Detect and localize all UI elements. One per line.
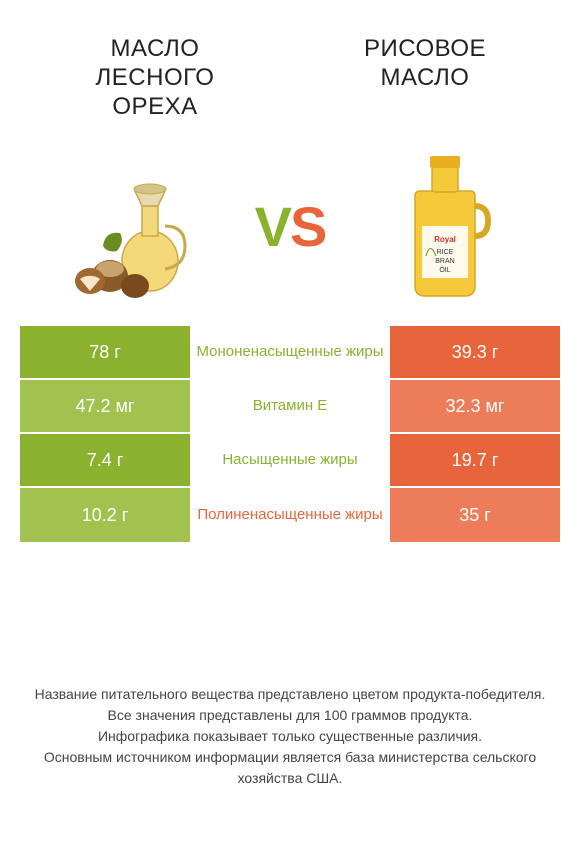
vs-label: VS [255,194,326,259]
svg-text:Royal: Royal [434,235,456,244]
vs-v: V [255,195,290,258]
footer-line: Основным источником информации является … [30,747,550,789]
cell-nutrient-label: Мононенасыщенные жиры [190,326,390,378]
cell-right-value: 32.3 мг [390,380,560,432]
table-row: 78 гМононенасыщенные жиры39.3 г [20,326,560,380]
product-image-right: Royal RICE BRAN OIL [360,146,520,306]
footer-line: Название питательного вещества представл… [30,684,550,705]
cell-left-value: 47.2 мг [20,380,190,432]
images-row: VS Royal RICE BRAN OIL [0,136,580,326]
cell-left-value: 10.2 г [20,488,190,542]
table-row: 7.4 гНасыщенные жиры19.7 г [20,434,560,488]
comparison-table: 78 гМононенасыщенные жиры39.3 г47.2 мгВи… [20,326,560,542]
cell-left-value: 78 г [20,326,190,378]
cell-left-value: 7.4 г [20,434,190,486]
svg-text:RICE: RICE [437,249,454,256]
footer-line: Инфографика показывает только существенн… [30,726,550,747]
cell-right-value: 39.3 г [390,326,560,378]
cell-right-value: 19.7 г [390,434,560,486]
table-row: 47.2 мгВитамин E32.3 мг [20,380,560,434]
product-image-left [60,146,220,306]
footer-notes: Название питательного вещества представл… [0,684,580,789]
cell-right-value: 35 г [390,488,560,542]
cell-nutrient-label: Полиненасыщенные жиры [190,488,390,542]
title-right: РИСОВОЕ МАСЛО [325,35,525,121]
vs-s: S [290,195,325,258]
svg-text:BRAN: BRAN [435,258,454,265]
footer-line: Все значения представлены для 100 граммо… [30,705,550,726]
header: МАСЛО ЛЕСНОГО ОРЕХА РИСОВОЕ МАСЛО [0,0,580,136]
title-left: МАСЛО ЛЕСНОГО ОРЕХА [55,35,255,121]
cell-nutrient-label: Насыщенные жиры [190,434,390,486]
cell-nutrient-label: Витамин E [190,380,390,432]
table-row: 10.2 гПолиненасыщенные жиры35 г [20,488,560,542]
svg-text:OIL: OIL [439,267,450,274]
